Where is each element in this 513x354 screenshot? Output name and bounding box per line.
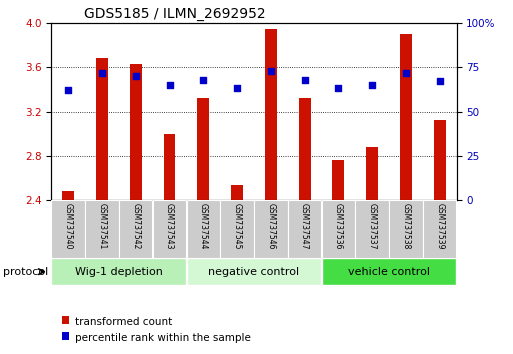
Point [436, 79, 444, 84]
Bar [332, 160, 344, 200]
Text: percentile rank within the sample: percentile rank within the sample [75, 333, 251, 343]
Point [64, 87, 72, 93]
Text: GSM737545: GSM737545 [232, 203, 242, 250]
Point [98, 70, 106, 75]
Point [267, 68, 275, 74]
Bar [62, 332, 69, 340]
Bar [265, 29, 277, 200]
Point [233, 86, 241, 91]
Text: GSM737542: GSM737542 [131, 203, 140, 249]
Point [334, 86, 343, 91]
Bar [164, 133, 175, 200]
Bar [62, 316, 69, 324]
Bar [434, 120, 446, 200]
Bar [96, 58, 108, 200]
Point [165, 82, 173, 88]
Bar [231, 184, 243, 200]
Bar [389, 200, 423, 258]
Point [132, 73, 140, 79]
Bar [322, 258, 457, 285]
Bar [85, 200, 119, 258]
Bar [220, 200, 254, 258]
Text: GSM737544: GSM737544 [199, 203, 208, 250]
Text: GSM737538: GSM737538 [401, 203, 410, 249]
Bar [119, 200, 152, 258]
Text: GSM737537: GSM737537 [368, 203, 377, 250]
Text: protocol: protocol [3, 267, 48, 277]
Bar [51, 200, 85, 258]
Text: GSM737536: GSM737536 [334, 203, 343, 250]
Point [199, 77, 207, 82]
Bar [62, 191, 74, 200]
Text: GSM737541: GSM737541 [97, 203, 107, 249]
Bar [51, 258, 186, 285]
Bar [356, 200, 389, 258]
Point [368, 82, 376, 88]
Bar [198, 98, 209, 200]
Bar [400, 34, 412, 200]
Text: vehicle control: vehicle control [348, 267, 430, 277]
Bar [254, 200, 288, 258]
Text: GSM737539: GSM737539 [435, 203, 444, 250]
Bar [187, 258, 321, 285]
Bar [423, 200, 457, 258]
Text: GDS5185 / ILMN_2692952: GDS5185 / ILMN_2692952 [84, 7, 265, 21]
Point [402, 70, 410, 75]
Text: negative control: negative control [208, 267, 300, 277]
Text: GSM737543: GSM737543 [165, 203, 174, 250]
Point [301, 77, 309, 82]
Text: GSM737546: GSM737546 [266, 203, 275, 250]
Bar [366, 147, 378, 200]
Bar [153, 200, 186, 258]
Bar [130, 64, 142, 200]
Bar [288, 200, 321, 258]
Text: Wig-1 depletion: Wig-1 depletion [75, 267, 163, 277]
Bar [299, 98, 310, 200]
Bar [322, 200, 355, 258]
Text: GSM737540: GSM737540 [64, 203, 73, 250]
Text: transformed count: transformed count [75, 317, 173, 327]
Text: GSM737547: GSM737547 [300, 203, 309, 250]
Bar [187, 200, 220, 258]
